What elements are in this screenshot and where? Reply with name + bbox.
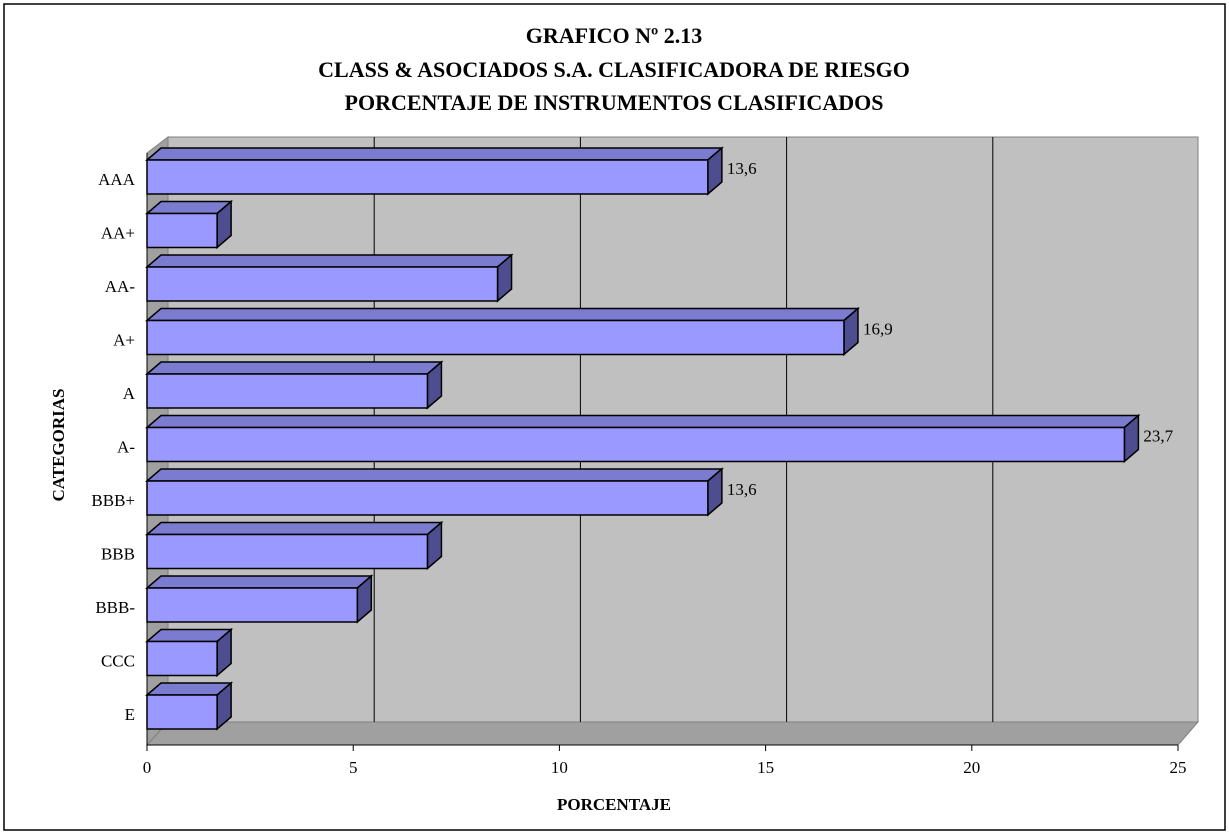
bar-top bbox=[144, 361, 444, 375]
bar bbox=[146, 319, 845, 356]
x-tick-label: 5 bbox=[349, 758, 358, 777]
y-tick-label: E bbox=[125, 705, 135, 724]
y-tick-label: BBB+ bbox=[91, 491, 135, 510]
bar bbox=[146, 480, 709, 516]
bar bbox=[146, 159, 709, 195]
y-tick-label: BBB bbox=[101, 544, 135, 563]
bar bbox=[146, 266, 499, 302]
chart-title: GRAFICO Nº 2.13 bbox=[526, 23, 703, 48]
y-tick-label: A+ bbox=[113, 330, 135, 349]
bar-top bbox=[144, 254, 514, 268]
x-tick-label: 0 bbox=[143, 758, 152, 777]
bar-top bbox=[144, 414, 1141, 429]
x-tick-label: 10 bbox=[551, 758, 568, 777]
y-tick-label: BBB- bbox=[95, 598, 135, 617]
y-tick-label: A- bbox=[117, 437, 135, 456]
value-label: 13,6 bbox=[727, 480, 757, 499]
bar-top bbox=[144, 521, 444, 536]
x-axis-title: PORCENTAJE bbox=[557, 795, 671, 814]
y-tick-label: AA+ bbox=[101, 223, 135, 242]
bar bbox=[146, 212, 218, 249]
value-label: 13,6 bbox=[727, 159, 757, 178]
bar-top bbox=[144, 307, 860, 322]
value-label: 16,9 bbox=[863, 319, 893, 338]
x-tick-label: 20 bbox=[963, 758, 980, 777]
y-tick-label: CCC bbox=[101, 651, 135, 670]
bar bbox=[146, 426, 1126, 463]
y-tick-label: AAA bbox=[98, 170, 136, 189]
bar-top bbox=[144, 147, 724, 161]
value-label: 23,7 bbox=[1143, 426, 1173, 445]
bar-top bbox=[144, 575, 374, 589]
y-tick-label: A bbox=[123, 384, 136, 403]
bar bbox=[146, 533, 429, 570]
bar bbox=[146, 373, 429, 409]
chart-title: CLASS & ASOCIADOS S.A. CLASIFICADORA DE … bbox=[318, 57, 910, 82]
chart-title: PORCENTAJE DE INSTRUMENTOS CLASIFICADOS bbox=[345, 90, 884, 115]
bar bbox=[146, 694, 218, 730]
y-axis-title: CATEGORIAS bbox=[49, 388, 68, 501]
x-tick-label: 15 bbox=[757, 758, 774, 777]
bar bbox=[146, 587, 359, 623]
bar bbox=[146, 640, 218, 677]
floor bbox=[145, 721, 1200, 746]
bar-top bbox=[144, 468, 724, 482]
x-tick-label: 25 bbox=[1170, 758, 1187, 777]
y-tick-label: AA- bbox=[105, 277, 136, 296]
